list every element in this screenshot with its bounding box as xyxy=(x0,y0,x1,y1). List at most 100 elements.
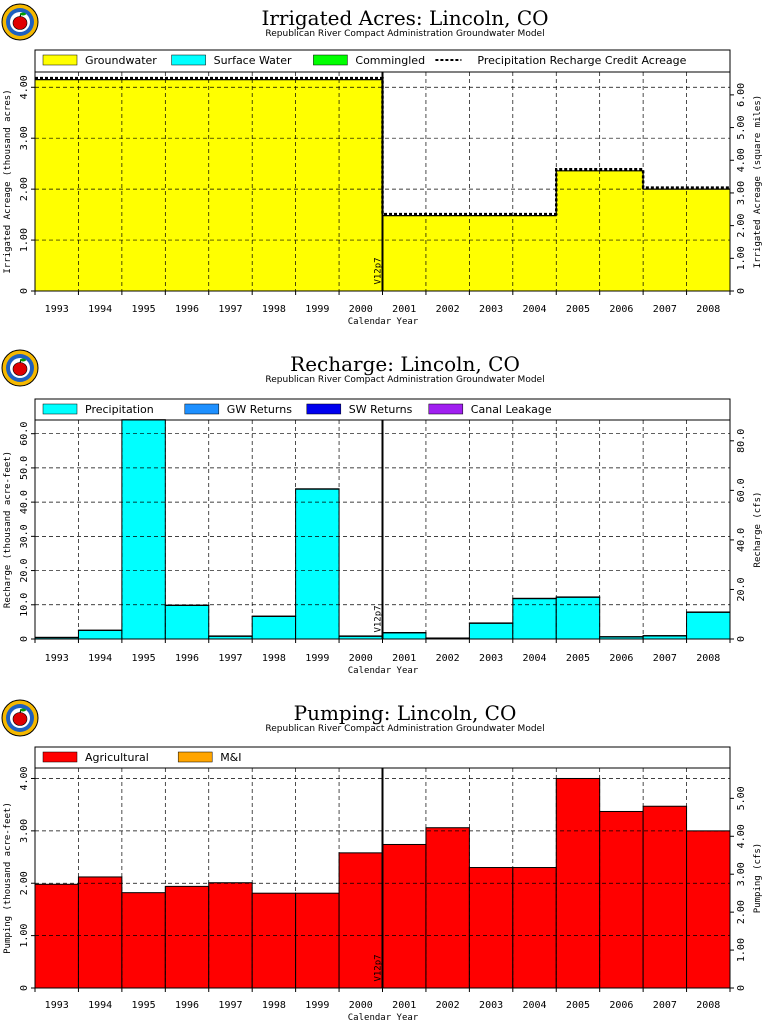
x-tick-label: 2001 xyxy=(392,304,416,315)
y-tick-label: 2.00 xyxy=(19,177,30,201)
x-tick-label: 2001 xyxy=(392,1000,416,1011)
bar-precipitation-1999 xyxy=(295,488,340,640)
x-tick-label: 2006 xyxy=(609,304,633,315)
x-tick-label: 1997 xyxy=(218,1000,242,1011)
x-tick-label: 2005 xyxy=(566,653,590,664)
y2-tick-label: 0 xyxy=(736,985,747,991)
bar-groundwater-2000 xyxy=(339,79,383,292)
apple-logo-icon xyxy=(1,349,39,387)
x-tick-label: 1993 xyxy=(45,1000,69,1011)
legend-swatch xyxy=(42,403,78,415)
x-tick-label: 1995 xyxy=(132,653,156,664)
x-tick-label: 2005 xyxy=(566,304,590,315)
legend-label: Groundwater xyxy=(85,54,157,67)
legend-swatch xyxy=(184,403,220,415)
bar-precipitation-1995 xyxy=(121,419,166,640)
y2-tick-label: 20.0 xyxy=(736,577,747,601)
x-tick-label: 1995 xyxy=(132,1000,156,1011)
x-tick-label: 1998 xyxy=(262,1000,286,1011)
x-tick-label: 1998 xyxy=(262,653,286,664)
bar-groundwater-2004 xyxy=(512,215,557,291)
bar-agricultural-1998 xyxy=(251,892,297,989)
bar-agricultural-1994 xyxy=(77,876,123,989)
y-tick-label: 3.00 xyxy=(19,126,30,150)
x-axis-label: Calendar Year xyxy=(348,317,419,327)
legend-label: Surface Water xyxy=(214,54,292,67)
marker-label: V12p7 xyxy=(374,605,384,632)
y2-tick-label: 4.00 xyxy=(736,148,747,172)
legend-swatch xyxy=(313,54,348,66)
y-axis-label: Irrigated Acreage (thousand acres) xyxy=(3,89,13,273)
groundwater-outline xyxy=(35,79,730,217)
x-tick-label: 2007 xyxy=(653,1000,677,1011)
x-tick-label: 2002 xyxy=(436,1000,460,1011)
bar-groundwater-2005 xyxy=(556,170,600,291)
y2-tick-label: 0 xyxy=(736,288,747,294)
y2-tick-label: 6.00 xyxy=(736,83,747,107)
bar-agricultural-2006 xyxy=(599,810,644,989)
x-tick-label: 2004 xyxy=(522,653,546,664)
bar-precipitation-1996 xyxy=(164,604,210,640)
legend-swatch xyxy=(42,54,78,66)
apple-logo-icon xyxy=(1,3,39,41)
x-axis-label: Calendar Year xyxy=(348,666,419,676)
bar-groundwater-2006 xyxy=(599,170,644,291)
y-tick-label: 20.0 xyxy=(19,559,30,583)
precipitation-credit-line xyxy=(35,76,730,216)
x-tick-label: 2000 xyxy=(349,1000,373,1011)
x-tick-label: 2004 xyxy=(522,304,546,315)
y2-tick-label: 80.0 xyxy=(736,429,747,453)
chart-subtitle: Republican River Compact Administration … xyxy=(265,375,544,385)
bar-agricultural-1996 xyxy=(164,885,210,989)
x-tick-label: 1993 xyxy=(45,304,69,315)
y-tick-label: 1.00 xyxy=(19,228,30,252)
y2-tick-label: 5.00 xyxy=(736,786,747,810)
x-tick-label: 2006 xyxy=(609,653,633,664)
y2-tick-label: 3.00 xyxy=(736,181,747,205)
x-tick-label: 2006 xyxy=(609,1000,633,1011)
bar-groundwater-1997 xyxy=(208,79,253,292)
x-tick-label: 1994 xyxy=(88,653,112,664)
bar-groundwater-1995 xyxy=(121,79,166,292)
x-tick-label: 2002 xyxy=(436,304,460,315)
y-tick-label: 1.00 xyxy=(19,924,30,948)
legend-label: M&I xyxy=(220,751,241,764)
bar-groundwater-2001 xyxy=(382,215,426,291)
bar-precipitation-2003 xyxy=(468,622,514,640)
x-tick-label: 1994 xyxy=(88,1000,112,1011)
y-tick-label: 4.00 xyxy=(19,766,30,790)
y-axis-label: Recharge (thousand acre-feet) xyxy=(3,451,13,608)
apple-logo-icon xyxy=(1,699,39,737)
bar-agricultural-2002 xyxy=(425,827,470,989)
bar-precipitation-1994 xyxy=(77,629,123,640)
chart-title: Irrigated Acres: Lincoln, CO xyxy=(261,6,548,30)
y2-tick-label: 4.00 xyxy=(736,824,747,848)
x-tick-label: 2005 xyxy=(566,1000,590,1011)
y-tick-label: 30.0 xyxy=(19,524,30,548)
y-tick-label: 2.00 xyxy=(19,871,30,895)
bar-precipitation-2001 xyxy=(382,632,427,640)
legend-swatch xyxy=(42,751,78,763)
bar-agricultural-2004 xyxy=(512,867,557,989)
legend-label: SW Returns xyxy=(349,403,413,416)
x-tick-label: 2001 xyxy=(392,653,416,664)
x-tick-label: 2000 xyxy=(349,653,373,664)
y2-axis-label: Pumping (cfs) xyxy=(753,843,763,913)
x-tick-label: 1997 xyxy=(218,653,242,664)
legend-swatch xyxy=(428,403,464,415)
y-tick-label: 4.00 xyxy=(19,75,30,99)
x-tick-label: 1999 xyxy=(305,304,329,315)
bar-groundwater-1994 xyxy=(78,79,122,292)
bar-agricultural-1999 xyxy=(295,892,340,989)
marker-label: V12p7 xyxy=(374,257,384,284)
legend-label: GW Returns xyxy=(227,403,292,416)
y2-tick-label: 3.00 xyxy=(736,862,747,886)
y-tick-label: 10.0 xyxy=(19,593,30,617)
x-tick-label: 2008 xyxy=(696,653,720,664)
y-tick-label: 0 xyxy=(19,288,30,294)
y2-axis-label: Recharge (cfs) xyxy=(753,492,763,568)
y2-tick-label: 5.00 xyxy=(736,116,747,140)
